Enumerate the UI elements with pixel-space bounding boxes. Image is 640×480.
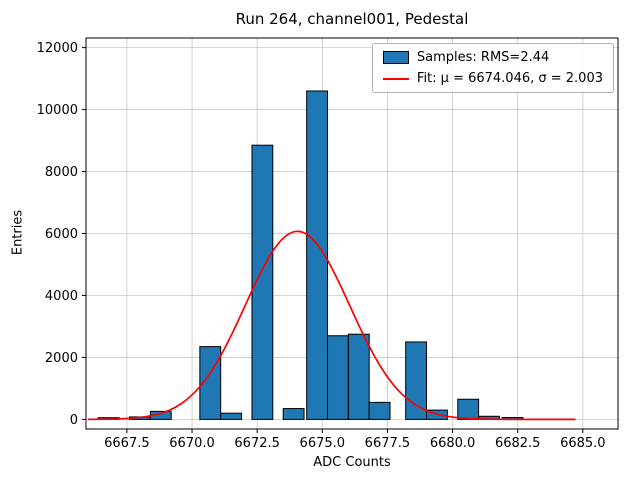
fit-curve (87, 230, 576, 421)
y-axis-label: Entries (10, 209, 26, 256)
x-tick-label: 6682.5 (495, 436, 541, 451)
fit-line-swatch (382, 77, 409, 80)
x-tick-label: 6672.5 (234, 436, 280, 451)
x-axis-label: ADC Counts (313, 455, 391, 470)
legend: Samples: RMS=2.44 Fit: μ = 6674.046, σ =… (371, 43, 614, 93)
y-tick-label: 8000 (45, 165, 78, 180)
histogram-bar (282, 408, 305, 420)
x-tick-label: 6675.0 (300, 436, 346, 451)
y-tick-label: 12000 (37, 41, 78, 56)
histogram-bar (457, 398, 480, 420)
y-tick-label: 0 (70, 413, 78, 428)
y-tick-label: 10000 (37, 103, 78, 118)
legend-entry-samples: Samples: RMS=2.44 (382, 50, 603, 65)
y-tick-label: 6000 (45, 227, 78, 242)
y-tick-label: 2000 (45, 351, 78, 366)
histogram-bar (220, 412, 243, 420)
chart-title: Run 264, channel001, Pedestal (235, 10, 469, 28)
x-tick-label: 6685.0 (560, 436, 606, 451)
samples-swatch (382, 51, 409, 64)
x-tick-label: 6667.5 (104, 436, 150, 451)
x-tick-label: 6680.0 (430, 436, 476, 451)
legend-label-samples: Samples: RMS=2.44 (416, 50, 550, 65)
x-tick-label: 6677.5 (365, 436, 411, 451)
histogram-bar (405, 341, 428, 420)
x-tick-label: 6670.0 (169, 436, 215, 451)
histogram-bar (251, 144, 274, 420)
legend-label-fit: Fit: μ = 6674.046, σ = 2.003 (416, 71, 603, 86)
legend-entry-fit: Fit: μ = 6674.046, σ = 2.003 (382, 71, 603, 86)
histogram-bar (368, 401, 391, 420)
y-tick-label: 4000 (45, 289, 78, 304)
histogram-bar (306, 90, 329, 420)
histogram-bar (347, 333, 370, 420)
histogram-bar (327, 335, 349, 420)
